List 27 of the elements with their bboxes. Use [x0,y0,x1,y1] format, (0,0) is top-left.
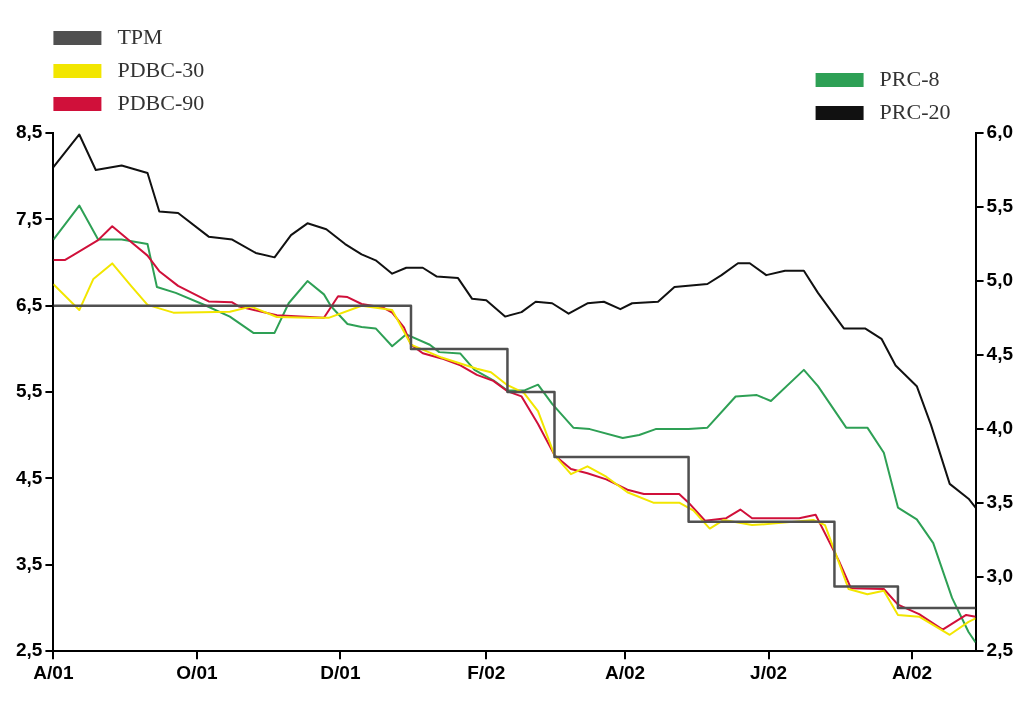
y-tick-label: 6,5 [15,293,43,315]
x-tick-label: F/02 [467,661,506,683]
x-tick-label: D/01 [320,661,361,683]
y2-tick-label: 4,0 [986,417,1014,439]
legend-label: PDBC-30 [117,56,205,82]
y-tick-label: 3,5 [15,553,43,575]
y-tick-label: 7,5 [15,207,43,229]
y2-tick-label: 4,5 [986,343,1014,365]
legend-label: TPM [117,23,163,49]
legend-label: PDBC-90 [117,89,205,115]
y2-tick-label: 5,5 [986,195,1014,217]
y-tick-label: 8,5 [15,121,43,143]
legend-label: PRC-20 [879,98,951,124]
x-tick-label: A/02 [605,661,646,683]
x-tick-label: A/01 [33,661,74,683]
x-tick-label: J/02 [750,661,788,683]
y-tick-label: 5,5 [15,380,43,402]
x-tick-label: A/02 [892,661,933,683]
legend-label: PRC-8 [879,65,940,91]
y2-tick-label: 2,5 [986,639,1014,661]
y2-tick-label: 6,0 [986,121,1014,143]
y-tick-label: 4,5 [15,466,43,488]
x-tick-label: O/01 [176,661,218,683]
y-tick-label: 2,5 [15,639,43,661]
y2-tick-label: 5,0 [986,269,1014,291]
y2-tick-label: 3,5 [986,491,1014,513]
y2-tick-label: 3,0 [986,565,1014,587]
